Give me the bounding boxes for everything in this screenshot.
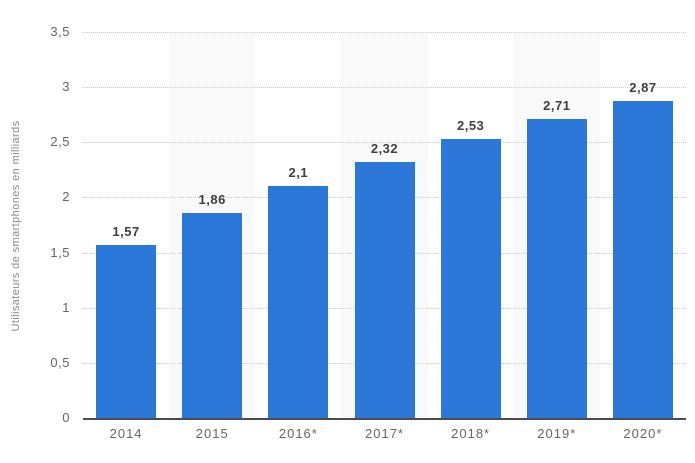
- plot-area: 1,57 1,86 2,1 2,32 2,53 2,71 2,87: [83, 32, 686, 420]
- y-tick-label: 0: [62, 410, 70, 425]
- gridline: [83, 142, 686, 144]
- y-tick-label: 3,5: [50, 24, 70, 39]
- y-tick-label: 0,5: [50, 354, 70, 370]
- gridline: [83, 32, 686, 33]
- bar-value-label: 2,71: [543, 98, 571, 114]
- bar-value-label: 2,87: [629, 80, 657, 96]
- bar-value-label: 2,32: [370, 141, 399, 157]
- bar-2019*[interactable]: [526, 119, 587, 418]
- x-tick-label: 2017*: [365, 426, 404, 441]
- bar-2018*[interactable]: [440, 138, 501, 418]
- bar-2020*[interactable]: [612, 101, 673, 418]
- y-axis-title: Utilisateurs de smartphones en milliards: [10, 120, 22, 332]
- y-tick-label: 1: [62, 299, 70, 315]
- y-tick-label: 3: [62, 79, 70, 95]
- bar-2015[interactable]: [182, 212, 243, 418]
- y-tick-label: 1,5: [50, 244, 70, 260]
- bar-2014[interactable]: [96, 244, 157, 418]
- bar-value-label: 2,1: [288, 165, 309, 181]
- y-tick-label: 2: [62, 189, 70, 205]
- bar-value-label: 2,53: [456, 117, 485, 133]
- x-tick-label: 2019*: [537, 426, 577, 441]
- x-tick-label: 2016*: [278, 426, 318, 441]
- bar-value-label: 1,57: [112, 223, 140, 239]
- gridline: [83, 87, 686, 89]
- x-tick-label: 2015: [195, 426, 229, 441]
- bar-value-label: 1,86: [198, 191, 226, 207]
- x-tick-label: 2020*: [623, 426, 663, 441]
- x-tick-label: 2018*: [451, 426, 491, 441]
- bar-2017*[interactable]: [354, 162, 415, 418]
- bar-2016*[interactable]: [268, 186, 329, 418]
- y-tick-label: 2,5: [50, 134, 70, 150]
- x-tick-label: 2014: [109, 426, 143, 441]
